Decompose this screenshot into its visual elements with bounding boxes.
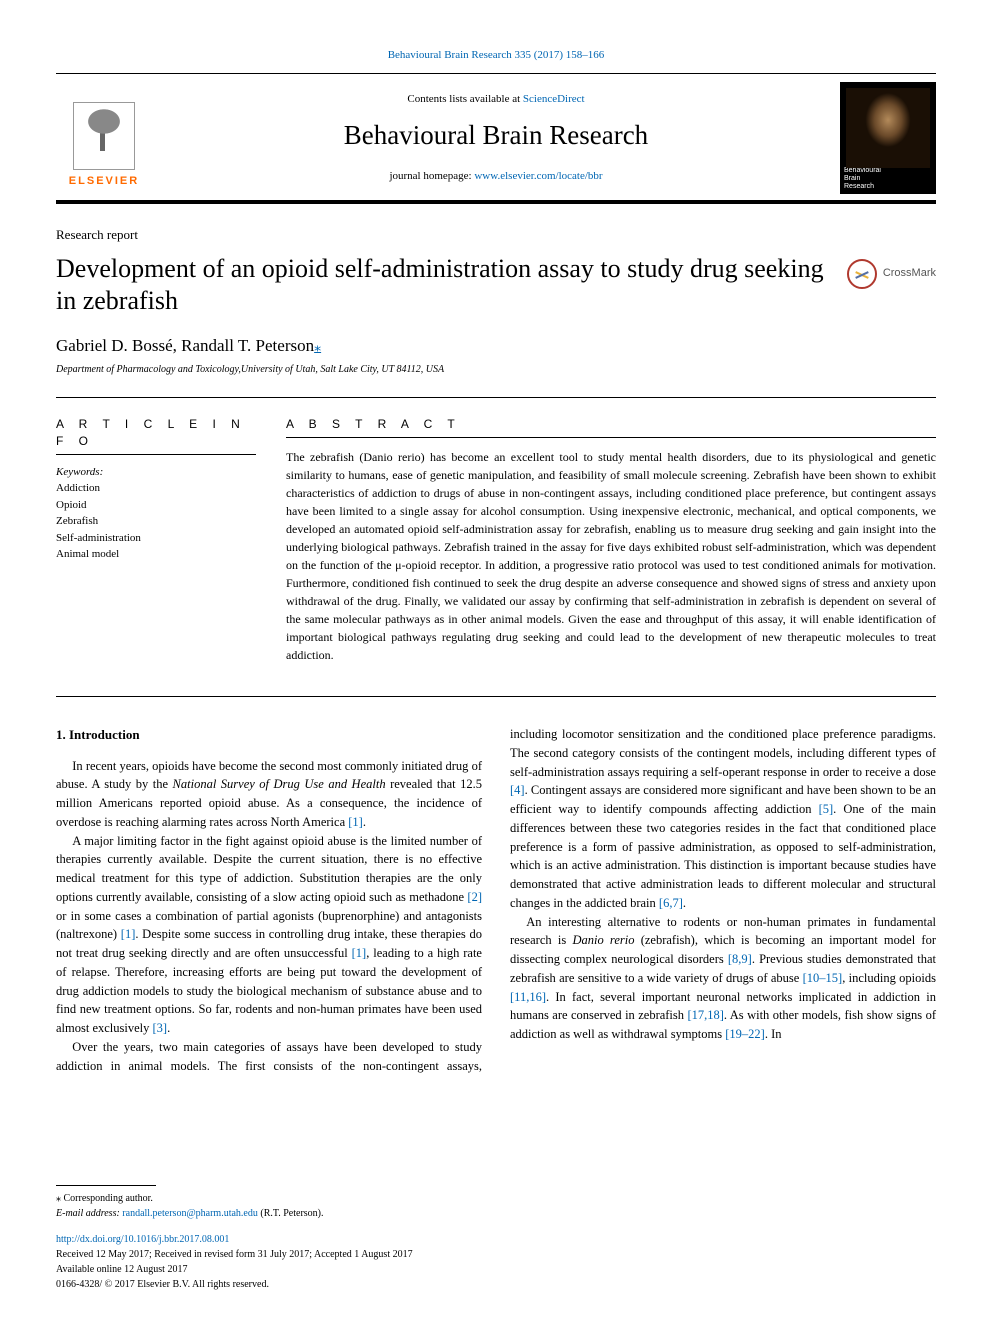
- homepage-line: journal homepage: www.elsevier.com/locat…: [164, 169, 828, 184]
- citation-link[interactable]: [6,7]: [659, 896, 683, 910]
- keyword: Addiction: [56, 480, 256, 497]
- keyword: Animal model: [56, 546, 256, 563]
- paragraph: A major limiting factor in the fight aga…: [56, 832, 482, 1038]
- masthead: ELSEVIER Contents lists available at Sci…: [56, 73, 936, 204]
- homepage-link[interactable]: www.elsevier.com/locate/bbr: [474, 170, 602, 182]
- abstract-heading: A B S T R A C T: [286, 416, 936, 438]
- elsevier-tree-icon: [73, 102, 135, 170]
- affiliation: Department of Pharmacology and Toxicolog…: [56, 363, 936, 377]
- sciencedirect-link[interactable]: ScienceDirect: [523, 93, 585, 105]
- footnote-divider: [56, 1185, 156, 1186]
- contents-prefix: Contents lists available at: [407, 93, 522, 105]
- masthead-center: Contents lists available at ScienceDirec…: [164, 92, 828, 185]
- running-head: Behavioural Brain Research 335 (2017) 15…: [56, 48, 936, 63]
- footnote-label: Corresponding author.: [61, 1193, 153, 1204]
- keywords-label: Keywords:: [56, 465, 256, 480]
- journal-cover[interactable]: Behavioural Brain Research: [840, 82, 936, 194]
- running-head-journal: Behavioural Brain Research: [388, 49, 512, 61]
- citation-link[interactable]: [8,9]: [728, 952, 752, 966]
- citation-link[interactable]: [17,18]: [687, 1008, 723, 1022]
- article-info-column: A R T I C L E I N F O Keywords: Addictio…: [56, 416, 256, 664]
- divider: [56, 696, 936, 697]
- citation-link[interactable]: [5]: [819, 802, 834, 816]
- running-head-volpages: 335 (2017) 158–166: [514, 49, 604, 61]
- corresponding-author-footnote: ⁎ Corresponding author. E-mail address: …: [56, 1191, 936, 1221]
- crossmark-icon: [847, 259, 877, 289]
- citation-link[interactable]: [11,16]: [510, 990, 546, 1004]
- citation-link[interactable]: [10–15]: [803, 971, 843, 985]
- citation-link[interactable]: [1]: [348, 815, 363, 829]
- citation-link[interactable]: [1]: [121, 927, 136, 941]
- history-online: Available online 12 August 2017: [56, 1264, 187, 1275]
- email-label: E-mail address:: [56, 1208, 122, 1219]
- publisher-label: ELSEVIER: [69, 174, 139, 189]
- paragraph: An interesting alternative to rodents or…: [510, 913, 936, 1044]
- article-info-heading: A R T I C L E I N F O: [56, 416, 256, 455]
- doi-link[interactable]: http://dx.doi.org/10.1016/j.bbr.2017.08.…: [56, 1234, 229, 1245]
- crossmark-badge[interactable]: CrossMark: [847, 259, 936, 289]
- authors-names: Gabriel D. Bossé, Randall T. Peterson: [56, 336, 314, 355]
- section-heading-introduction: 1. Introduction: [56, 725, 482, 745]
- citation-link[interactable]: [1]: [352, 946, 367, 960]
- publisher-logo[interactable]: ELSEVIER: [56, 85, 152, 191]
- email-link[interactable]: randall.peterson@pharm.utah.edu: [122, 1208, 258, 1219]
- corresponding-author-marker[interactable]: ⁎: [314, 340, 321, 355]
- doi-block: http://dx.doi.org/10.1016/j.bbr.2017.08.…: [56, 1233, 936, 1247]
- running-head-link[interactable]: Behavioural Brain Research 335 (2017) 15…: [388, 49, 605, 61]
- abstract-column: A B S T R A C T The zebrafish (Danio rer…: [286, 416, 936, 664]
- citation-link[interactable]: [2]: [467, 890, 482, 904]
- citation-link[interactable]: [3]: [153, 1021, 168, 1035]
- crossmark-label: CrossMark: [883, 266, 936, 281]
- email-suffix: (R.T. Peterson).: [258, 1208, 324, 1219]
- cover-image-icon: [846, 88, 930, 168]
- homepage-prefix: journal homepage:: [389, 170, 474, 182]
- abstract-text: The zebrafish (Danio rerio) has become a…: [286, 448, 936, 664]
- keyword: Self-administration: [56, 530, 256, 547]
- journal-name: Behavioural Brain Research: [164, 117, 828, 155]
- citation-link[interactable]: [19–22]: [725, 1027, 765, 1041]
- paragraph: In recent years, opioids have become the…: [56, 757, 482, 832]
- article-type: Research report: [56, 226, 936, 244]
- keyword: Zebrafish: [56, 513, 256, 530]
- history-received: Received 12 May 2017; Received in revise…: [56, 1249, 413, 1260]
- contents-line: Contents lists available at ScienceDirec…: [164, 92, 828, 107]
- keyword: Opioid: [56, 497, 256, 514]
- cover-caption: Behavioural Brain Research: [844, 167, 932, 190]
- article-body: 1. Introduction In recent years, opioids…: [56, 725, 936, 1075]
- copyright-line: 0166-4328/ © 2017 Elsevier B.V. All righ…: [56, 1279, 269, 1290]
- article-history: Received 12 May 2017; Received in revise…: [56, 1247, 936, 1292]
- article-title: Development of an opioid self-administra…: [56, 253, 829, 318]
- divider: [56, 397, 936, 398]
- citation-link[interactable]: [4]: [510, 783, 525, 797]
- authors: Gabriel D. Bossé, Randall T. Peterson⁎: [56, 334, 936, 358]
